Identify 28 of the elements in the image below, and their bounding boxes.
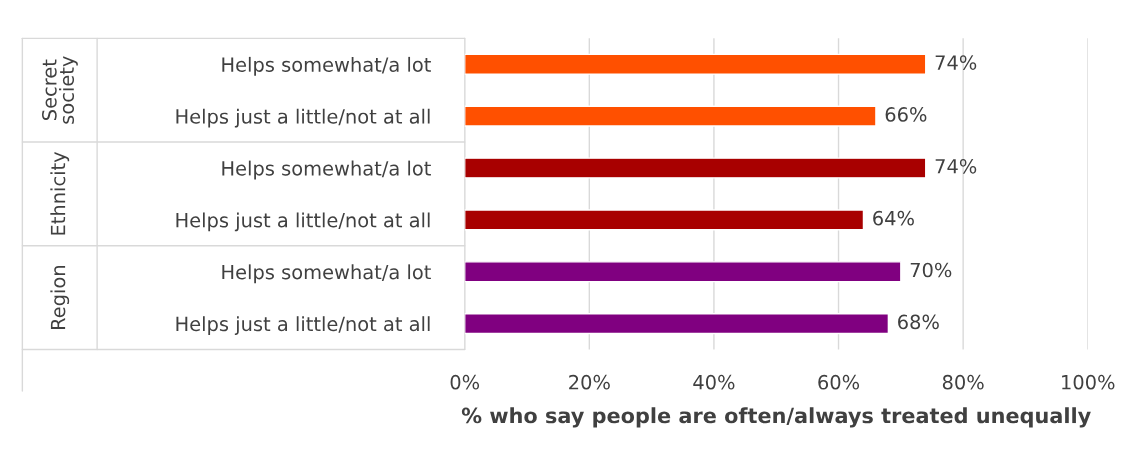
data-label: 64%: [873, 210, 914, 226]
text: Secret society: [42, 56, 78, 124]
y-tick-label: Helps somewhat/a lot: [222, 264, 431, 284]
data-label: 68%: [898, 314, 939, 330]
y-tick-label: Helps just a little/not at all: [176, 212, 430, 232]
bar: [464, 157, 927, 179]
x-tick-label: 40%: [693, 374, 735, 390]
data-label: 74%: [935, 55, 977, 70]
text: Ethnicity: [50, 151, 70, 235]
data-label: 70%: [910, 262, 952, 278]
bar: [464, 53, 927, 75]
data-label: 66%: [885, 107, 927, 122]
x-axis-title: % who say people are often/always treated unequally: [461, 407, 1091, 428]
y-tick-label: Helps just a little/not at all: [176, 316, 430, 336]
y-tick-label: Helps somewhat/a lot: [222, 56, 431, 76]
x-tick-label: 80%: [942, 374, 984, 390]
bar: [464, 209, 865, 231]
text: Region: [50, 266, 70, 330]
y-tick-label: Helps just a little/not at all: [176, 108, 430, 128]
x-tick-label: 0%: [450, 374, 480, 390]
x-tick-label: 60%: [818, 374, 860, 390]
bar: [464, 261, 902, 283]
data-label: 74%: [935, 158, 977, 174]
bar: [464, 105, 877, 127]
y-tick-label: Helps somewhat/a lot: [222, 160, 431, 180]
bar: [464, 313, 890, 335]
x-tick-label: 20%: [569, 374, 610, 390]
x-tick-label: 100%: [1062, 374, 1115, 390]
